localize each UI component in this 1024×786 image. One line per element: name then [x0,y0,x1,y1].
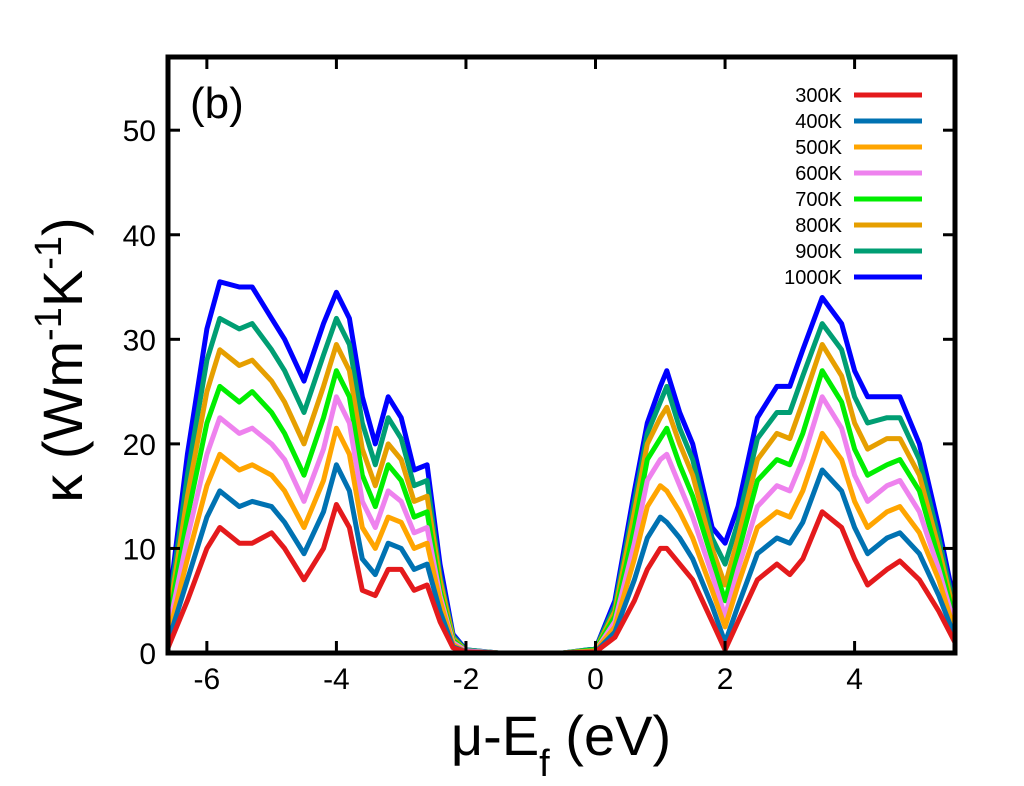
legend-label: 500K [795,137,842,159]
y-axis-label-base: κ (Wm [31,341,94,503]
plot-lines [165,279,958,656]
x-tick-label: -6 [194,663,221,696]
x-tick-label: -2 [453,663,480,696]
series-line-700K [165,368,958,656]
y-axis-label-end: ) [31,217,94,236]
y-tick-label: 30 [123,324,156,357]
legend-label: 600K [795,163,842,185]
y-axis-label-exp2: -1 [28,236,70,270]
x-tick-label: -4 [323,663,350,696]
panel-label: (b) [190,79,244,128]
y-axis-label: κ (Wm-1K-1) [28,217,94,502]
legend-label: 800K [795,215,842,237]
x-axis-label-sub: f [539,743,550,785]
y-tick-label: 20 [123,429,156,462]
x-axis-label: μ-Ef (eV) [451,704,671,785]
y-tick-label: 40 [123,220,156,253]
y-tick-label: 50 [123,115,156,148]
y-axis-label-exp1: -1 [28,307,70,341]
legend-label: 900K [795,241,842,263]
x-tick-label: 0 [587,663,604,696]
y-tick-label: 0 [139,638,156,671]
plot-frame [165,54,958,656]
x-axis-label-end: (eV) [550,704,671,767]
y-tick-label: 10 [123,533,156,566]
legend: 300K 400K 500K 600K 700K 800K 900K 1000K [784,85,922,289]
x-tick-label: 2 [717,663,734,696]
legend-label: 700K [795,189,842,211]
legend-label: 1000K [784,267,842,289]
legend-label: 300K [795,85,842,107]
x-axis-label-base: μ-E [451,704,539,767]
x-tick-label: 4 [846,663,863,696]
legend-label: 400K [795,111,842,133]
y-axis-label-mid: K [31,270,94,307]
